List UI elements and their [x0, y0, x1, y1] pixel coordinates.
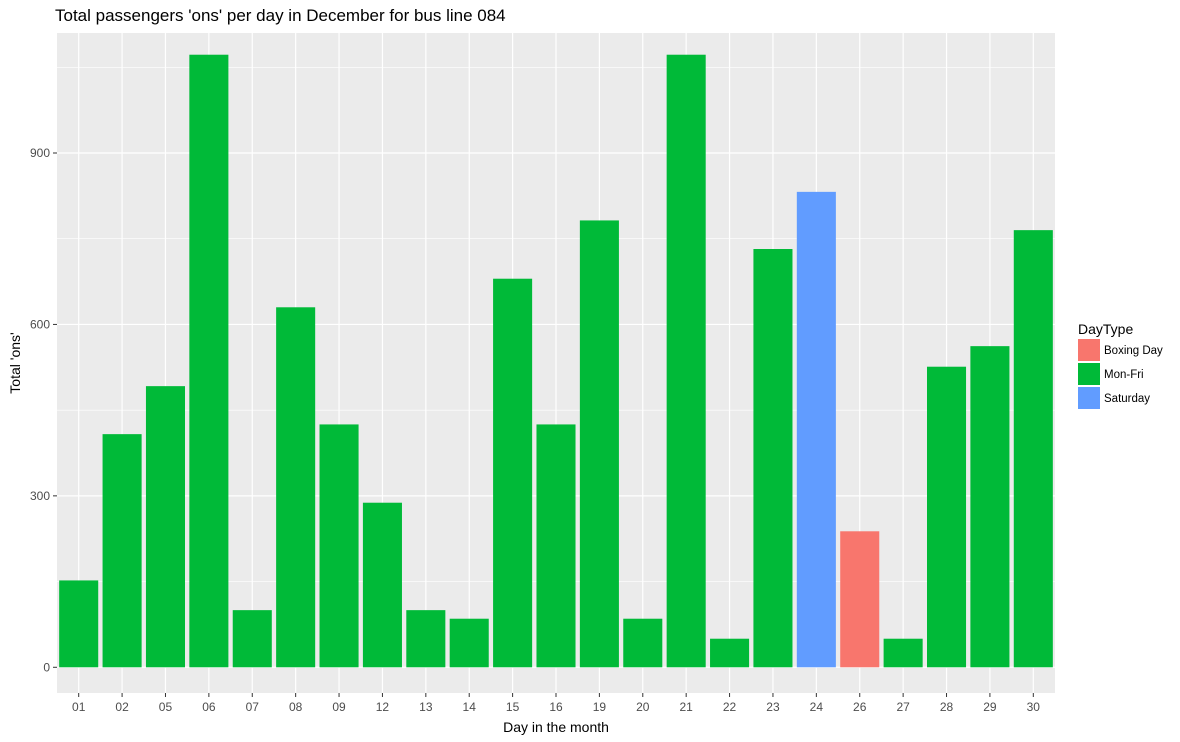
bar-15	[493, 278, 533, 668]
x-tick-label: 21	[679, 700, 693, 714]
bar-09	[319, 424, 359, 668]
bar-27	[883, 638, 923, 668]
x-tick-label: 22	[723, 700, 737, 714]
x-tick-label: 26	[853, 700, 867, 714]
x-tick-label: 07	[246, 700, 260, 714]
x-tick-label: 20	[636, 700, 650, 714]
bar-08	[276, 307, 316, 668]
x-tick-label: 28	[940, 700, 954, 714]
x-tick-label: 06	[202, 700, 216, 714]
bar-22	[710, 638, 750, 668]
x-tick-label: 16	[549, 700, 563, 714]
y-tick-label: 0	[43, 660, 50, 674]
bar-24	[796, 191, 836, 668]
legend-label: Mon-Fri	[1104, 369, 1144, 381]
y-tick-label: 600	[30, 317, 50, 331]
bar-12	[362, 502, 402, 668]
legend: DayType Boxing Day Mon-Fri Saturday	[1078, 321, 1163, 409]
legend-label: Saturday	[1104, 393, 1150, 405]
bar-26	[840, 531, 880, 668]
x-tick-label: 01	[72, 700, 86, 714]
x-tick-label: 29	[983, 700, 997, 714]
x-tick-label: 24	[810, 700, 824, 714]
chart-title: Total passengers 'ons' per day in Decemb…	[55, 6, 506, 25]
bar-14	[449, 618, 489, 668]
legend-key-1	[1078, 363, 1100, 385]
x-tick-label: 23	[766, 700, 780, 714]
y-axis: 0 300 600 900	[30, 146, 57, 674]
bar-19	[579, 220, 619, 668]
bar-30	[1013, 230, 1053, 668]
y-tick-label: 900	[30, 146, 50, 160]
bar-02	[102, 434, 142, 668]
x-tick-label: 19	[593, 700, 607, 714]
legend-key-0	[1078, 339, 1100, 361]
bar-07	[232, 610, 272, 668]
x-tick-label: 09	[332, 700, 346, 714]
x-tick-label: 15	[506, 700, 520, 714]
y-axis-title: Total 'ons'	[7, 332, 23, 393]
x-tick-label: 08	[289, 700, 303, 714]
bars-group	[59, 54, 1053, 668]
x-tick-label: 14	[463, 700, 477, 714]
legend-key-2	[1078, 387, 1100, 409]
bar-01	[59, 580, 99, 668]
x-tick-label: 02	[115, 700, 129, 714]
bar-05	[145, 386, 186, 668]
x-axis: 01 02 05 06 07 08 09 12 13 14 15 16 19 20 21 22 23 24 26 27…	[72, 693, 1040, 714]
x-tick-label: 27	[896, 700, 910, 714]
x-tick-label: 30	[1027, 700, 1041, 714]
x-tick-label: 05	[159, 700, 173, 714]
x-tick-label: 12	[376, 700, 390, 714]
bar-20	[623, 618, 663, 668]
bar-28	[926, 366, 967, 668]
legend-label: Boxing Day	[1104, 345, 1163, 357]
bar-29	[970, 346, 1010, 668]
bar-21	[666, 54, 706, 668]
legend-title: DayType	[1078, 321, 1133, 337]
bar-23	[753, 249, 793, 668]
x-tick-label: 13	[419, 700, 433, 714]
x-axis-title: Day in the month	[503, 719, 609, 735]
y-tick-label: 300	[30, 489, 50, 503]
bar-06	[189, 54, 229, 668]
bar-16	[536, 424, 576, 668]
bar-13	[406, 610, 446, 668]
